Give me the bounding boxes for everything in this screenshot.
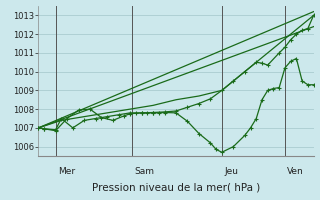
Text: Mer: Mer — [58, 166, 75, 176]
Text: Pression niveau de la mer( hPa ): Pression niveau de la mer( hPa ) — [92, 183, 260, 193]
Text: Sam: Sam — [135, 166, 155, 176]
Text: Jeu: Jeu — [224, 166, 238, 176]
Text: Ven: Ven — [287, 166, 304, 176]
